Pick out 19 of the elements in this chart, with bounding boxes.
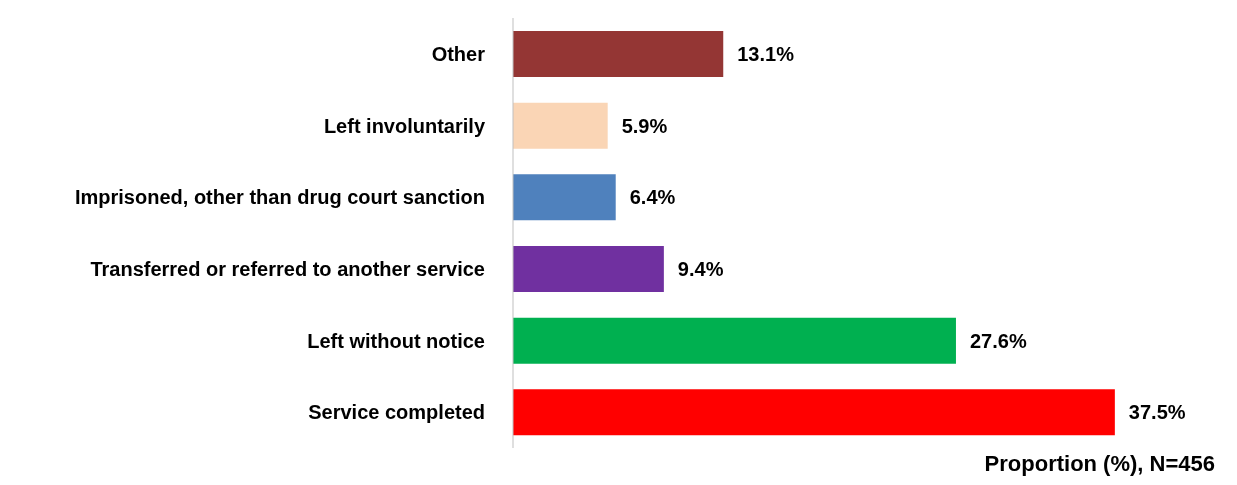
data-label: 5.9%: [621, 114, 668, 137]
bar: [513, 317, 956, 364]
y-tick-label: Other: [431, 42, 486, 65]
y-tick-label: Transferred or referred to another service: [90, 257, 485, 280]
bar: [513, 102, 608, 149]
y-tick-label: Left involuntarily: [323, 114, 486, 137]
data-label: 27.6%: [969, 329, 1027, 352]
data-label: 13.1%: [737, 43, 795, 66]
x-axis-title: Proportion (%), N=456: [984, 451, 1215, 477]
bar: [513, 246, 664, 292]
y-tick-label: Left without notice: [307, 329, 485, 352]
y-tick-label: Imprisoned, other than drug court sanction: [74, 186, 485, 209]
data-label: 37.5%: [1128, 401, 1186, 424]
y-tick-label: Service completed: [308, 401, 485, 424]
bar: [513, 389, 1115, 436]
bar: [513, 31, 724, 77]
data-label: 6.4%: [629, 186, 676, 209]
data-label: 9.4%: [677, 258, 724, 281]
bar: [513, 174, 616, 221]
